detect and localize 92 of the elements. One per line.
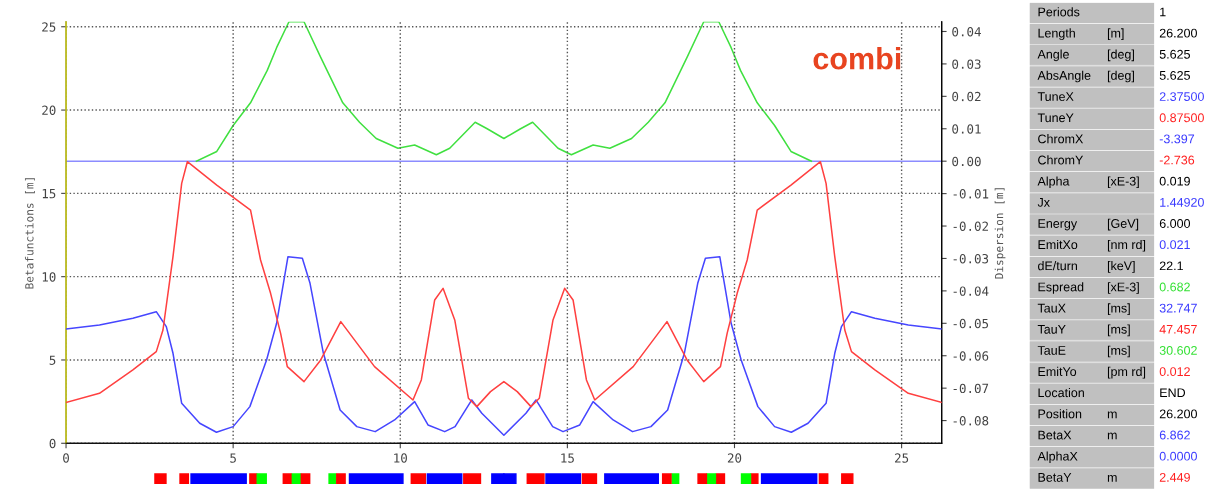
- text: 0.012: [1159, 367, 1190, 377]
- y2-tick-label: -0.03: [953, 253, 989, 264]
- text: [nm rd]: [1107, 239, 1146, 252]
- text: TauE: [1037, 346, 1066, 355]
- text: 0.019: [1159, 176, 1190, 186]
- text: [ms]: [1107, 345, 1130, 358]
- text: END: [1160, 388, 1186, 398]
- x-tick-label: 15: [561, 453, 574, 463]
- text: ChromX: [1038, 134, 1084, 144]
- x-tick-label: 20: [727, 453, 742, 463]
- text: 0.87500: [1159, 113, 1204, 123]
- line-series: [66, 160, 942, 408]
- text: 6.862: [1159, 430, 1190, 440]
- text: Alpha: [1037, 176, 1070, 189]
- text: TuneY: [1037, 113, 1074, 123]
- text: Jx: [1037, 198, 1050, 207]
- text: 47.457: [1159, 324, 1197, 334]
- x-tick-label: 0: [63, 453, 69, 463]
- text: 1: [1160, 7, 1166, 17]
- y-axis-title: Betafunctions [m]: [24, 178, 35, 289]
- y2-tick-label: -0.07: [953, 383, 989, 394]
- text: m: [1107, 474, 1117, 482]
- text: Espread: [1038, 282, 1084, 294]
- text: 5.625: [1159, 70, 1190, 80]
- text: EmitXo: [1038, 239, 1078, 250]
- x-tick-label: 25: [895, 453, 909, 463]
- text: TauY: [1037, 324, 1066, 334]
- line-series: [195, 21, 813, 162]
- y-tick-label: 0: [49, 438, 56, 449]
- text: -2.736: [1159, 155, 1195, 165]
- y2-axis-title: Dispersion [m]: [994, 188, 1006, 279]
- x-tick-label: 10: [394, 453, 407, 463]
- y-tick-label: 15: [42, 189, 56, 199]
- text: [xE-3]: [1107, 176, 1139, 189]
- text: 5.625: [1159, 49, 1190, 59]
- y2-tick-label: -0.02: [953, 221, 988, 231]
- text: [ms]: [1107, 324, 1130, 337]
- text: [ms]: [1107, 303, 1130, 316]
- text: 30.602: [1159, 346, 1197, 355]
- y2-tick-label: 0.03: [952, 59, 981, 69]
- text: BetaY: [1038, 473, 1072, 482]
- y-tick-label: 25: [42, 22, 56, 32]
- y2-tick-label: 0.02: [952, 91, 981, 102]
- text: [m]: [1107, 28, 1124, 40]
- text: Angle: [1037, 49, 1069, 62]
- text: Position: [1038, 409, 1082, 419]
- text: ChromY: [1038, 155, 1084, 165]
- text: [GeV]: [1107, 218, 1139, 231]
- annotation: combi: [813, 47, 901, 70]
- text: 6.000: [1159, 219, 1191, 228]
- y2-tick-label: -0.06: [953, 351, 989, 361]
- text: [deg]: [1107, 70, 1134, 83]
- x-tick-label: 5: [230, 453, 236, 463]
- text: dE/turn: [1038, 261, 1077, 271]
- text: Periods: [1038, 7, 1080, 17]
- y2-tick-label: 0.00: [952, 156, 981, 167]
- text: Length: [1038, 28, 1075, 40]
- text: 26.200: [1159, 28, 1197, 38]
- text: 32.747: [1159, 303, 1197, 313]
- text: 2.37500: [1159, 92, 1204, 101]
- text: Energy: [1038, 219, 1078, 231]
- text: TuneX: [1037, 92, 1074, 101]
- line-series: [66, 255, 942, 437]
- text: BetaX: [1038, 430, 1072, 440]
- text: AbsAngle: [1037, 70, 1091, 83]
- y2-tick-label: -0.01: [953, 189, 989, 199]
- text: AlphaX: [1037, 451, 1078, 464]
- text: Location: [1038, 387, 1084, 398]
- text: [deg]: [1107, 49, 1134, 62]
- text: TauX: [1037, 303, 1066, 313]
- y2-tick-label: -0.04: [953, 286, 989, 296]
- text: 22.1: [1159, 261, 1183, 271]
- text: 26.200: [1159, 409, 1197, 419]
- text: -3.397: [1159, 134, 1195, 144]
- y-tick-label: 5: [49, 355, 56, 365]
- y2-tick-label: 0.01: [952, 124, 981, 134]
- text: [pm rd]: [1107, 366, 1146, 379]
- text: EmitYo: [1038, 366, 1077, 377]
- text: 0.0000: [1159, 451, 1197, 461]
- y2-tick-label: -0.05: [953, 318, 989, 329]
- text: m: [1107, 411, 1117, 419]
- text: 1.44920: [1160, 197, 1204, 207]
- text: 0.021: [1159, 240, 1190, 250]
- text: m: [1107, 432, 1117, 440]
- text: [keV]: [1107, 261, 1135, 273]
- y-tick-label: 10: [42, 272, 56, 282]
- text: 0.682: [1159, 282, 1190, 292]
- text: 2.449: [1159, 472, 1190, 482]
- text: [xE-3]: [1107, 282, 1139, 294]
- y2-tick-label: -0.08: [953, 416, 989, 426]
- y-tick-label: 20: [42, 105, 56, 116]
- y2-tick-label: 0.04: [952, 26, 981, 37]
